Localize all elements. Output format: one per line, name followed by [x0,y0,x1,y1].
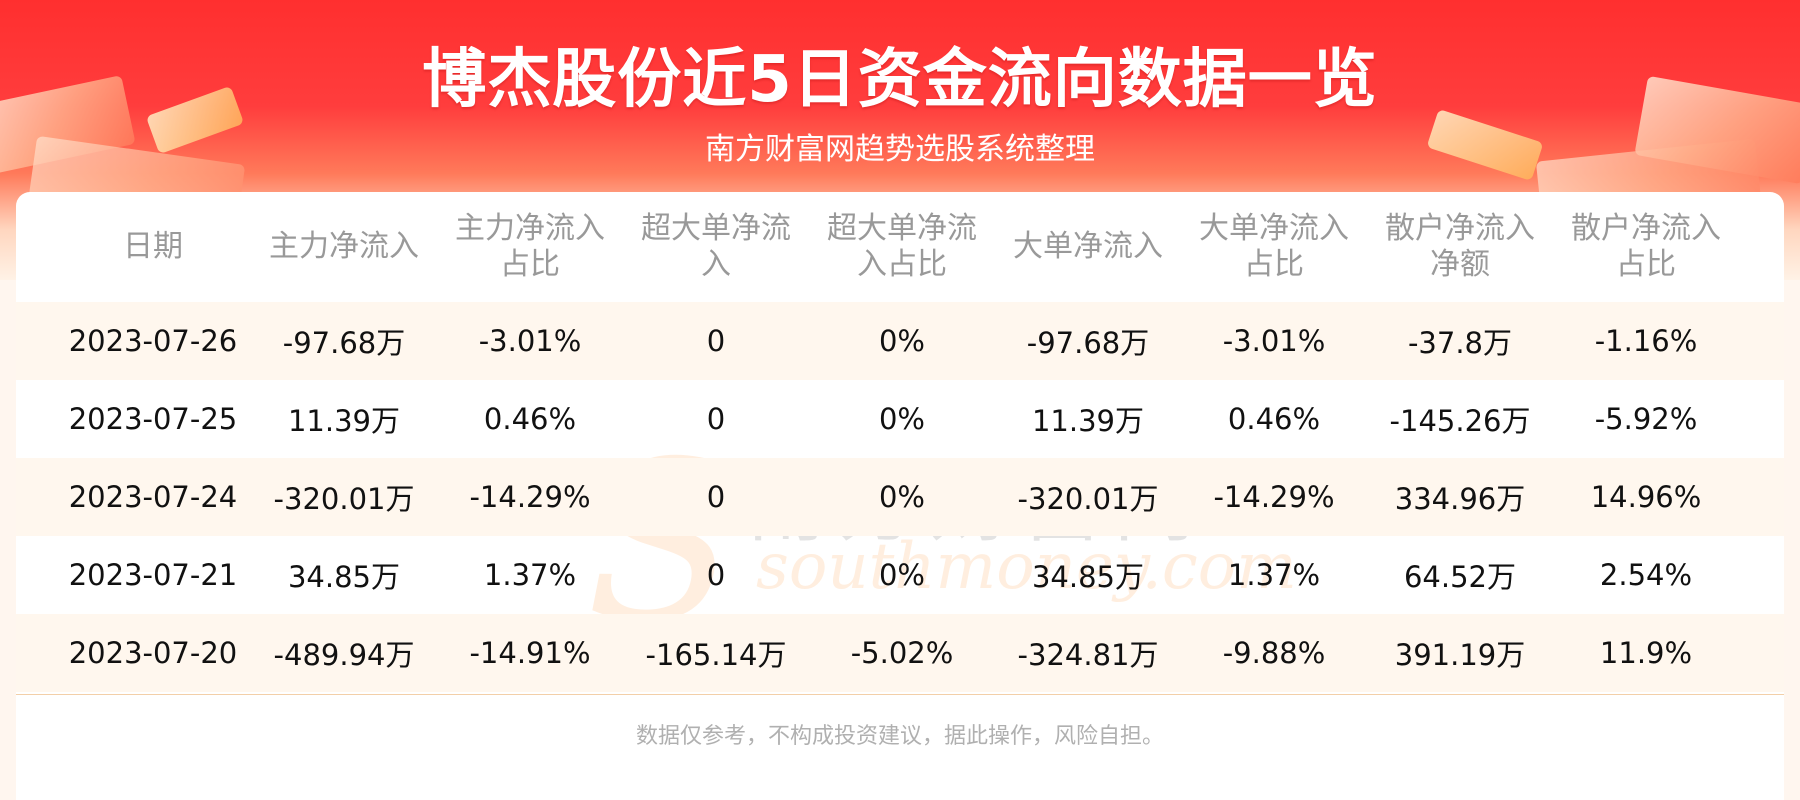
table-header: 日期 主力净流入 主力净流入 占比 超大单净流 入超大单净流 入占比 大单净流入 大单净流… [16,192,1784,302]
value-cell: -37.8万 [1407,326,1513,360]
value-cell: 64.52万 [1403,560,1517,594]
value-cell: 1.37% [483,558,577,592]
value-cell: -5.02% [850,636,954,670]
value-cell: -165.14万 [645,638,787,672]
column-header: 主力净流入 [269,229,419,264]
value-cell: -320.01万 [1017,482,1159,516]
footer-disclaimer: 数据仅参考，不构成投资建议，据此操作，风险自担。 [635,724,1164,749]
column-header: 散户净流入 净额 [1385,211,1535,282]
page-title: 博杰股份近5日资金流向数据一览 [422,43,1378,117]
value-cell: -14.29% [469,480,591,514]
date-cell: 2023-07-24 [68,480,238,514]
value-cell: 0% [878,558,925,592]
value-cell: 11.9% [1599,636,1693,670]
value-cell: 11.39万 [1031,404,1145,438]
value-cell: 0% [878,324,925,358]
footer-divider [16,694,1784,695]
value-cell: 0.46% [483,402,577,436]
value-cell: 1.37% [1227,558,1321,592]
column-header: 大单净流入 占比 [1199,211,1349,282]
table-row: 2023-07-24 -320.01万 -14.29% 0 0% -320.01万 -14.… [16,458,1784,536]
value-cell: 0 [706,480,726,514]
column-header: 主力净流入 占比 [455,211,605,282]
table-row: 2023-07-20 -489.94万 -14.91% -165.14万 -5.02% -… [16,614,1784,692]
value-cell: -3.01% [478,324,582,358]
value-cell: 0 [706,558,726,592]
value-cell: -145.26万 [1389,404,1531,438]
value-cell: -5.92% [1594,402,1698,436]
value-cell: -489.94万 [273,638,415,672]
value-cell: 0% [878,480,925,514]
value-cell: 2.54% [1599,558,1693,592]
column-header: 超大单净流 入 [641,211,791,282]
column-header: 日期 [123,229,183,264]
value-cell: 334.96万 [1394,482,1526,516]
value-cell: -324.81万 [1017,638,1159,672]
value-cell: 34.85万 [1031,560,1145,594]
value-cell: 391.19万 [1394,638,1526,672]
column-header: 大单净流入 [1013,229,1163,264]
value-cell: -3.01% [1222,324,1326,358]
value-cell: 0.46% [1227,402,1321,436]
value-cell: -14.29% [1213,480,1335,514]
date-cell: 2023-07-25 [68,402,238,436]
table-row: 2023-07-26 -97.68万 -3.01% 0 0% -97.68万 -3.01% -… [16,302,1784,380]
value-cell: 11.39万 [287,404,401,438]
column-header: 散户净流入 占比 [1571,211,1721,282]
value-cell: -14.91% [469,636,591,670]
value-cell: -97.68万 [282,326,406,360]
table-row: 2023-07-25 11.39万 0.46% 0 0% 11.39万 0.46% -145.… [16,380,1784,458]
value-cell: -320.01万 [273,482,415,516]
value-cell: -1.16% [1594,324,1698,358]
value-cell: -9.88% [1222,636,1326,670]
value-cell: -97.68万 [1026,326,1150,360]
value-cell: 0 [706,324,726,358]
value-cell: 0 [706,402,726,436]
date-cell: 2023-07-26 [68,324,238,358]
date-cell: 2023-07-20 [68,636,238,670]
value-cell: 34.85万 [287,560,401,594]
page-subtitle: 南方财富网趋势选股系统整理 [705,132,1095,167]
value-cell: 14.96% [1590,480,1702,514]
date-cell: 2023-07-21 [68,558,238,592]
value-cell: 0% [878,402,925,436]
table-row: 2023-07-21 34.85万 1.37% 0 0% 34.85万 1.37% 64.52… [16,536,1784,614]
column-header: 超大单净流 入占比 [827,211,977,282]
